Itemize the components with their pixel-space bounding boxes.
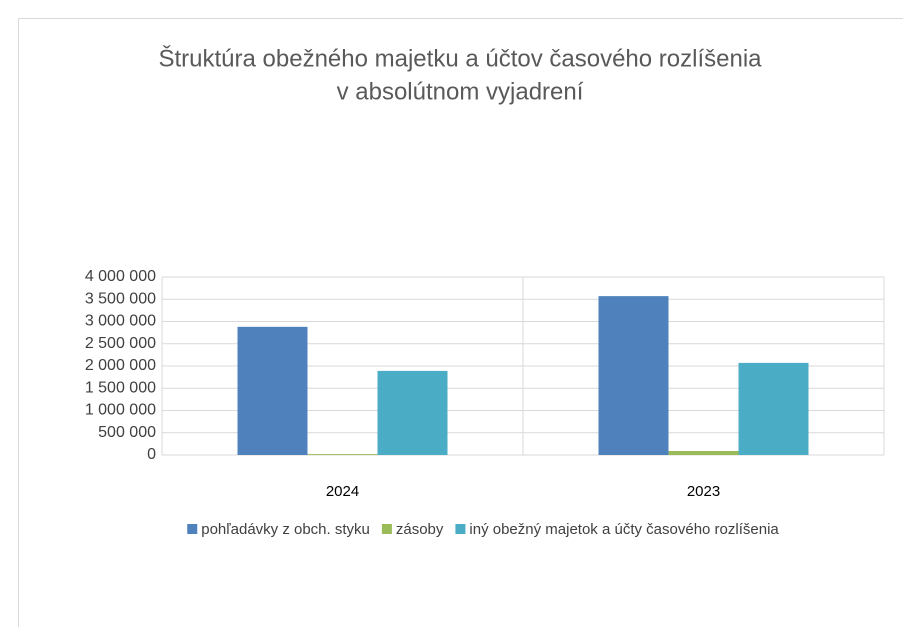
- x-tick-label: 2024: [326, 483, 359, 500]
- bar: [377, 370, 448, 455]
- y-tick-label: 0: [147, 446, 156, 463]
- legend-swatch: [187, 524, 198, 534]
- legend-label: pohľadávky z obch. styku: [201, 521, 370, 538]
- chart-title: v absolútnom vyjadrení: [337, 78, 584, 105]
- legend-swatch: [381, 524, 392, 534]
- bar: [738, 362, 809, 455]
- y-tick-label: 2 500 000: [85, 335, 156, 352]
- y-tick-label: 4 000 000: [85, 268, 156, 285]
- bar: [668, 450, 739, 455]
- bar: [237, 326, 308, 455]
- x-tick-label: 2023: [687, 483, 720, 500]
- chart-title: Štruktúra obežného majetku a účtov časov…: [158, 44, 762, 72]
- bar: [307, 454, 378, 455]
- legend-label: iný obežný majetok a účty časového rozlí…: [469, 521, 779, 538]
- legend-label: zásoby: [396, 521, 444, 538]
- y-tick-label: 3 000 000: [85, 313, 156, 330]
- y-tick-label: 3 500 000: [85, 290, 156, 307]
- y-tick-label: 1 500 000: [85, 379, 156, 396]
- legend-swatch: [455, 524, 466, 534]
- y-tick-label: 1 000 000: [85, 402, 156, 419]
- y-tick-label: 2 000 000: [85, 357, 156, 374]
- y-tick-label: 500 000: [98, 424, 156, 441]
- bar: [598, 296, 669, 455]
